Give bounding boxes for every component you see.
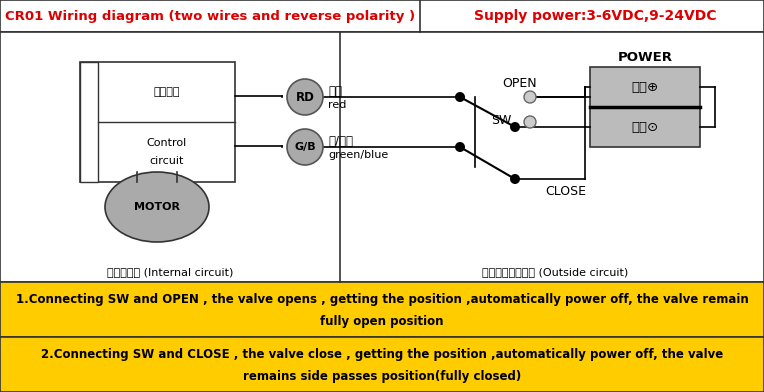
- Bar: [590, 67, 700, 107]
- Bar: [590, 107, 700, 147]
- Circle shape: [455, 142, 465, 152]
- Text: Supply power:3-6VDC,9-24VDC: Supply power:3-6VDC,9-24VDC: [474, 9, 717, 23]
- Text: 红线: 红线: [328, 85, 342, 98]
- Text: 2.Connecting SW and CLOSE , the valve close , getting the position ,automaticall: 2.Connecting SW and CLOSE , the valve cl…: [41, 348, 723, 361]
- Circle shape: [287, 129, 323, 165]
- Bar: [80, 62, 235, 182]
- Text: fully open position: fully open position: [320, 315, 444, 328]
- Text: 负极⊙: 负极⊙: [631, 120, 659, 134]
- Circle shape: [524, 91, 536, 103]
- Bar: [0, 282, 764, 337]
- Text: red: red: [328, 100, 346, 110]
- Text: Control: Control: [147, 138, 186, 148]
- Text: MOTOR: MOTOR: [134, 202, 180, 212]
- Text: 绻/蓝线: 绻/蓝线: [328, 134, 353, 147]
- Text: POWER: POWER: [617, 51, 672, 64]
- Text: circuit: circuit: [149, 156, 183, 166]
- Text: CLOSE: CLOSE: [545, 185, 586, 198]
- Bar: [0, 337, 764, 392]
- Text: 执行器内部 (Internal circuit): 执行器内部 (Internal circuit): [107, 267, 233, 277]
- Ellipse shape: [105, 172, 209, 242]
- Text: remains side passes position(fully closed): remains side passes position(fully close…: [243, 370, 521, 383]
- Text: green/blue: green/blue: [328, 150, 388, 160]
- Text: 正极⊕: 正极⊕: [631, 80, 659, 94]
- Circle shape: [510, 122, 520, 132]
- Circle shape: [455, 92, 465, 102]
- Bar: [0, 0, 764, 32]
- Circle shape: [287, 79, 323, 115]
- Text: RD: RD: [296, 91, 315, 103]
- Bar: [80, 62, 98, 182]
- Text: 控制电路: 控制电路: [154, 87, 180, 97]
- Circle shape: [524, 116, 536, 128]
- Bar: [0, 32, 764, 282]
- Text: OPEN: OPEN: [503, 76, 537, 89]
- Text: CR01 Wiring diagram (two wires and reverse polarity ): CR01 Wiring diagram (two wires and rever…: [5, 9, 415, 22]
- Circle shape: [510, 174, 520, 184]
- Text: SW: SW: [491, 114, 512, 127]
- Text: G/B: G/B: [294, 142, 316, 152]
- Text: 执行器外部控制器 (Outside circuit): 执行器外部控制器 (Outside circuit): [482, 267, 628, 277]
- Text: 1.Connecting SW and OPEN , the valve opens , getting the position ,automatically: 1.Connecting SW and OPEN , the valve ope…: [15, 293, 749, 306]
